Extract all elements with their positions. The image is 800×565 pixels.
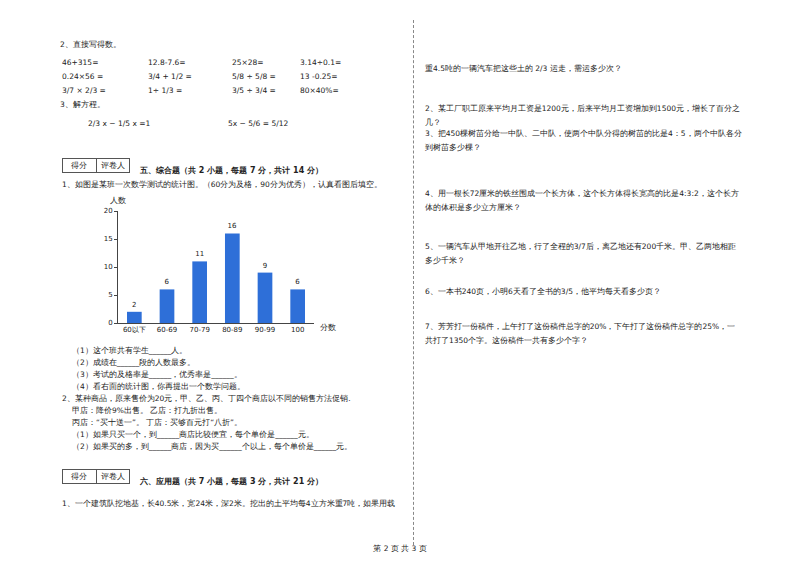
html-text:0.24×56 =: 0.24×56 = xyxy=(62,72,104,81)
html-text:2、某种商品，原来售价为20元，甲、乙、丙、丁四个商店以不同: 2、某种商品，原来售价为20元，甲、乙、丙、丁四个商店以不同的销售方法促销. xyxy=(62,394,351,403)
html-text:六、应用题（共 7 小题，每题 3 分，共计 21 分）: 六、应用题（共 7 小题，每题 3 分，共计 21 分） xyxy=(140,477,323,486)
html-text:5x − 5/6 = 5/12: 5x − 5/6 = 5/12 xyxy=(228,119,289,128)
html-text:3、把450棵树苗分给一中队、二中队，使两个中队分得的树苗的: 3、把450棵树苗分给一中队、二中队，使两个中队分得的树苗的比是4：5，两个中队… xyxy=(425,129,742,152)
html-text:评卷人: 评卷人 xyxy=(100,161,125,170)
html-text:12.8-7.6=: 12.8-7.6= xyxy=(148,58,186,67)
html-text:（1）这个班共有学生______人。: （1）这个班共有学生______人。 xyxy=(72,346,188,355)
html-text:1、一个建筑队挖地基，长40.5米，宽24米，深2米。挖出的: 1、一个建筑队挖地基，长40.5米，宽24米，深2米。挖出的土平均每4立方米重7… xyxy=(62,499,396,508)
html-text:3/7 × 2/3 =: 3/7 × 2/3 = xyxy=(62,86,106,95)
svg-text:16: 16 xyxy=(228,222,237,230)
html-text:25×28=: 25×28= xyxy=(232,58,264,67)
html-text:3.14÷0.1=: 3.14÷0.1= xyxy=(300,58,342,67)
svg-text:0: 0 xyxy=(108,319,112,327)
html-text:（1）如果只买一个，到______商店比较便宜，每个单价是_: （1）如果只买一个，到______商店比较便宜，每个单价是______元。 xyxy=(72,430,314,439)
html-text:1、如图是某班一次数学测试的统计图。（60分为及格，90分为: 1、如图是某班一次数学测试的统计图。（60分为及格，90分为优秀），认真看图后填… xyxy=(62,180,382,189)
html-text:3/4 + 1/2 =: 3/4 + 1/2 = xyxy=(148,72,192,81)
html-text:5/8 ÷ 5/8 =: 5/8 ÷ 5/8 = xyxy=(232,72,276,81)
svg-text:80-89: 80-89 xyxy=(222,326,242,334)
html-text:2、某工厂职工原来平均月工资是1200元，后来平均月工资增加: 2、某工厂职工原来平均月工资是1200元，后来平均月工资增加到1500元，增长了… xyxy=(425,104,740,127)
svg-text:9: 9 xyxy=(263,262,267,270)
html-text:7、芳芳打一份稿件，上午打了这份稿件总字的20%，下午打了这: 7、芳芳打一份稿件，上午打了这份稿件总字的20%，下午打了这份稿件总字的25%，… xyxy=(425,322,736,345)
html-text:2、直接写得数。: 2、直接写得数。 xyxy=(60,40,121,49)
svg-text:6: 6 xyxy=(295,278,300,286)
html-text:5、一辆汽车从甲地开往乙地，行了全程的3/7后，离乙地还有2: 5、一辆汽车从甲地开往乙地，行了全程的3/7后，离乙地还有200千米。甲、乙两地… xyxy=(425,242,737,265)
html-text:13 -0.25=: 13 -0.25= xyxy=(300,72,338,81)
html-text:（3）考试的及格率是______，优秀率是______。: （3）考试的及格率是______，优秀率是______。 xyxy=(72,370,242,379)
svg-text:90-99: 90-99 xyxy=(255,326,275,334)
svg-text:20: 20 xyxy=(104,207,113,215)
html-text:（2）如果买的多，到______商店，因为买______个以: （2）如果买的多，到______商店，因为买______个以上，每个单价是___… xyxy=(72,442,353,451)
html-text:五、综合题（共 2 小题，每题 7 分，共计 14 分）: 五、综合题（共 2 小题，每题 7 分，共计 14 分） xyxy=(140,166,323,175)
html-text:2/3 x − 1/5 x =1: 2/3 x − 1/5 x =1 xyxy=(88,119,151,128)
html-text:第 2 页 共 3 页: 第 2 页 共 3 页 xyxy=(373,544,427,553)
html-text:3、解方程。: 3、解方程。 xyxy=(60,100,105,109)
svg-text:分数: 分数 xyxy=(320,323,336,332)
svg-text:10: 10 xyxy=(104,263,113,271)
html-text:重4.5吨的一辆汽车把这些土的 2/3 运走，需运多少次？: 重4.5吨的一辆汽车把这些土的 2/3 运走，需运多少次？ xyxy=(425,64,622,73)
svg-text:100: 100 xyxy=(291,326,304,334)
svg-text:60以下: 60以下 xyxy=(123,326,146,334)
html-text:丙店：“买十送一”。 丁店：买够百元打“八折”。: 丙店：“买十送一”。 丁店：买够百元打“八折”。 xyxy=(72,418,242,427)
html-text:（2）成绩在______段的人数最多。: （2）成绩在______段的人数最多。 xyxy=(72,358,196,367)
svg-text:5: 5 xyxy=(108,291,112,299)
html-text:评卷人: 评卷人 xyxy=(100,472,125,481)
svg-text:人数: 人数 xyxy=(110,196,126,205)
svg-text:11: 11 xyxy=(195,250,204,258)
html-text:甲店：降价9%出售。 乙店：打九折出售。: 甲店：降价9%出售。 乙店：打九折出售。 xyxy=(72,406,223,415)
html-text:6、一本书240页，小明6天看了全书的3/5，他平均每天看多: 6、一本书240页，小明6天看了全书的3/5，他平均每天看多少页？ xyxy=(425,287,661,296)
html-text:（4）看右面的统计图，你再提出一个数学问题。: （4）看右面的统计图，你再提出一个数学问题。 xyxy=(72,382,245,391)
html-text:得分: 得分 xyxy=(71,472,88,481)
svg-text:15: 15 xyxy=(104,235,113,243)
html-text:1÷ 1/3 =: 1÷ 1/3 = xyxy=(148,86,183,95)
html-text:4、用一根长72厘米的铁丝围成一个长方体，这个长方体得长宽高: 4、用一根长72厘米的铁丝围成一个长方体，这个长方体得长宽高的比是4:3:2，这… xyxy=(425,189,739,212)
svg-text:6: 6 xyxy=(165,278,170,286)
svg-text:70-79: 70-79 xyxy=(189,326,209,334)
svg-text:60-69: 60-69 xyxy=(157,326,177,334)
svg-text:2: 2 xyxy=(132,301,136,309)
html-text:80×40%=: 80×40%= xyxy=(300,86,339,95)
html-text:3/5 ÷ 3/4 =: 3/5 ÷ 3/4 = xyxy=(232,86,276,95)
html-text:得分: 得分 xyxy=(71,161,88,170)
html-text:46+315=: 46+315= xyxy=(62,58,99,67)
